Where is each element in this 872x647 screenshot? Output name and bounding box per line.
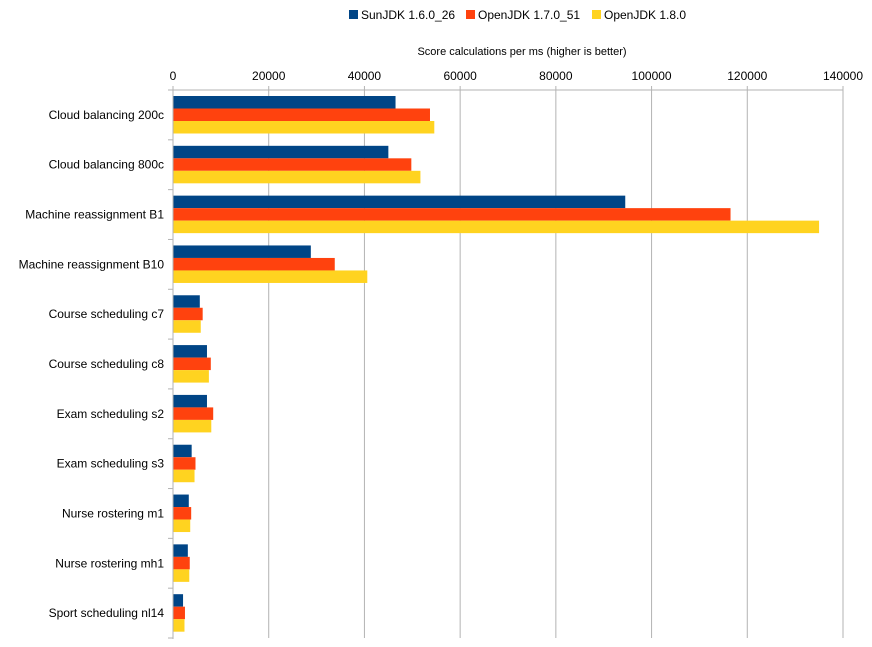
legend: SunJDK 1.6.0_26 OpenJDK 1.7.0_51 OpenJDK 1…: [349, 8, 686, 22]
x-axis-title: Score calculations per ms (higher is bet…: [417, 46, 626, 58]
bar-sunjdk-1-6-0-26-5: [173, 345, 207, 358]
category-labels: Cloud balancing 200c Cloud balancing 800c…: [19, 108, 165, 620]
legend-label: OpenJDK 1.8.0: [604, 8, 686, 22]
bar-sunjdk-1-6-0-26-10: [173, 594, 184, 607]
category-label: Sport scheduling nl14: [49, 606, 165, 620]
bar-openjdk-1-7-0-51-3: [173, 257, 335, 271]
legend-label: OpenJDK 1.7.0_51: [478, 8, 580, 22]
bar-openjdk-1-8-0-3: [173, 270, 368, 283]
x-tick-label: 40000: [348, 69, 382, 83]
x-tick-label: 140000: [823, 69, 863, 83]
bar-openjdk-1-8-0-4: [173, 320, 201, 333]
x-tick-label: 20000: [252, 69, 286, 83]
x-tick-label: 80000: [539, 69, 573, 83]
bar-sunjdk-1-6-0-26-3: [173, 245, 311, 258]
legend-swatch: [592, 10, 601, 19]
bar-openjdk-1-7-0-51-5: [173, 357, 211, 371]
category-label: Machine reassignment B10: [19, 257, 165, 271]
bar-openjdk-1-8-0-7: [173, 469, 195, 483]
bar-openjdk-1-8-0-5: [173, 370, 209, 383]
bar-sunjdk-1-6-0-26-7: [173, 444, 192, 458]
x-tick-label: 120000: [727, 69, 767, 83]
bar-openjdk-1-8-0-6: [173, 419, 212, 433]
bar-openjdk-1-8-0-10: [173, 619, 185, 632]
bar-sunjdk-1-6-0-26-2: [173, 195, 626, 209]
bar-openjdk-1-7-0-51-2: [173, 208, 731, 221]
bar-openjdk-1-7-0-51-0: [173, 108, 430, 121]
bar-sunjdk-1-6-0-26-9: [173, 544, 188, 557]
category-label: Course scheduling c7: [49, 307, 165, 321]
bar-openjdk-1-7-0-51-8: [173, 507, 192, 520]
bar-openjdk-1-7-0-51-7: [173, 457, 196, 470]
bar-sunjdk-1-6-0-26-4: [173, 295, 200, 308]
category-label: Exam scheduling s3: [57, 457, 165, 471]
axes: [168, 86, 844, 639]
bar-openjdk-1-7-0-51-1: [173, 158, 412, 171]
bar-openjdk-1-7-0-51-6: [173, 407, 214, 420]
legend-swatch: [466, 10, 475, 19]
category-label: Machine reassignment B1: [25, 208, 164, 222]
category-label: Course scheduling c8: [49, 357, 165, 371]
category-label: Nurse rostering mh1: [55, 556, 164, 570]
bar-openjdk-1-7-0-51-4: [173, 307, 203, 321]
category-label: Cloud balancing 200c: [49, 108, 164, 122]
x-tick-label: 100000: [632, 69, 672, 83]
bar-openjdk-1-8-0-0: [173, 121, 435, 134]
bar-sunjdk-1-6-0-26-8: [173, 494, 189, 508]
bar-sunjdk-1-6-0-26-6: [173, 394, 207, 408]
bar-sunjdk-1-6-0-26-0: [173, 96, 396, 109]
bar-openjdk-1-8-0-9: [173, 569, 190, 582]
legend-swatch: [349, 10, 358, 19]
x-tick-label: 0: [170, 69, 177, 83]
bar-openjdk-1-8-0-8: [173, 519, 191, 533]
bar-openjdk-1-7-0-51-9: [173, 556, 190, 570]
bar-openjdk-1-7-0-51-10: [173, 606, 185, 620]
x-tick-label: 60000: [443, 69, 477, 83]
bar-sunjdk-1-6-0-26-1: [173, 145, 389, 159]
x-tick-labels: 0 20000 40000 60000 80000 100000 120000 140000: [170, 69, 864, 83]
bar-openjdk-1-8-0-2: [173, 220, 820, 234]
category-label: Exam scheduling s2: [57, 407, 165, 421]
category-label: Cloud balancing 800c: [49, 158, 164, 172]
bars: [173, 96, 820, 632]
bar-openjdk-1-8-0-1: [173, 170, 421, 184]
category-label: Nurse rostering m1: [62, 506, 164, 520]
legend-label: SunJDK 1.6.0_26: [361, 8, 455, 22]
